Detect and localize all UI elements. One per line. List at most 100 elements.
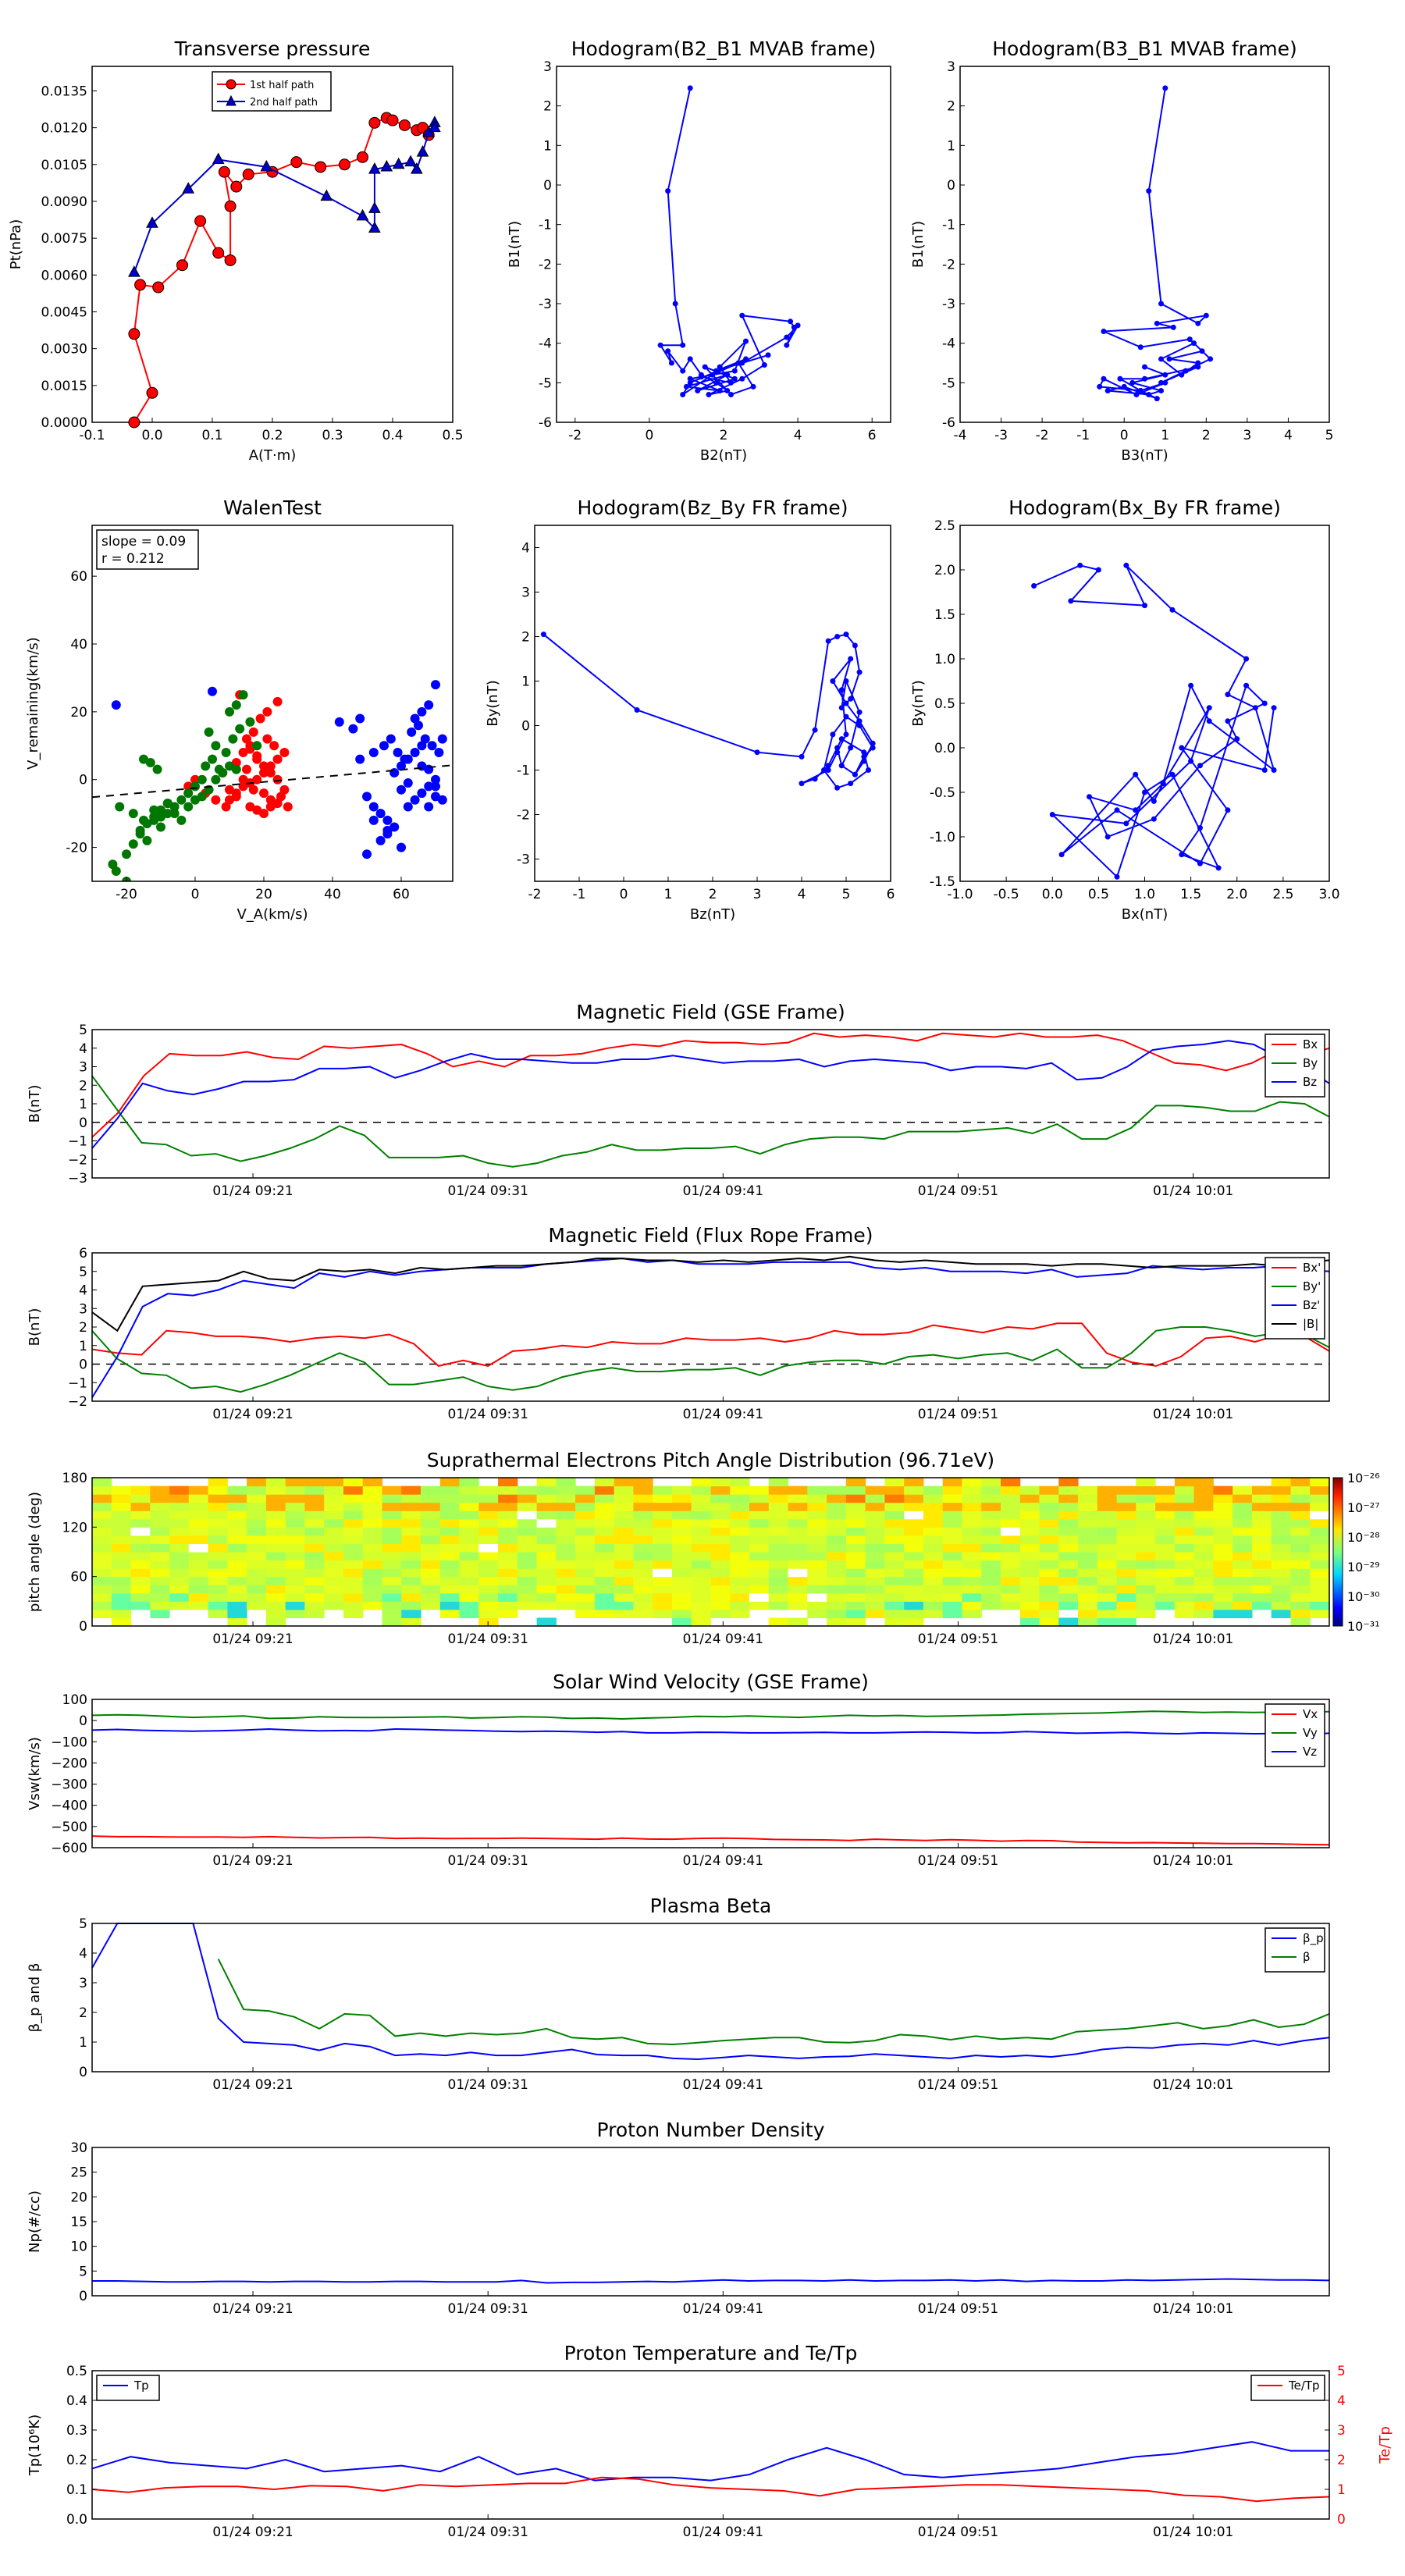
heatmap-cell [1174,1510,1195,1520]
heatmap-cell [845,1552,866,1561]
heatmap-cell [169,1485,190,1495]
heatmap-cell [439,1502,461,1511]
heatmap-cell [478,1617,499,1627]
data-point [687,379,693,386]
data-point [424,802,434,812]
heatmap-cell [884,1502,905,1511]
data-point [368,747,379,757]
heatmap-cell [768,1601,789,1610]
data-point [848,656,854,662]
heatmap-cell [130,1560,151,1569]
heatmap-cell [1039,1535,1059,1544]
heatmap-cell [1155,1576,1176,1585]
y-tick-label: −600 [51,1841,87,1856]
heatmap-cell [904,1609,924,1618]
x-tick-label: 5 [1325,428,1334,443]
data-point [197,774,207,785]
data-point [1183,368,1189,374]
heatmap-cell [401,1510,422,1520]
heatmap-cell [730,1601,750,1610]
data-point [870,740,876,746]
plot-frame [91,1029,1330,1179]
data-point [1129,379,1136,386]
heatmap-cell [421,1485,441,1495]
heatmap-cell [188,1560,209,1569]
heatmap-cell [807,1510,827,1520]
heatmap-cell [285,1494,305,1503]
heatmap-cell [1271,1560,1291,1569]
heatmap-cell [285,1527,305,1536]
data-point [1158,379,1165,386]
data-point [231,764,241,774]
heatmap-cell [865,1510,885,1520]
heatmap-cell [265,1518,286,1528]
x-tick-label: 0.5 [1088,887,1109,902]
data-point [248,785,258,795]
heatmap-cell [111,1601,132,1610]
heatmap-cell [1251,1510,1272,1520]
heatmap-cell [517,1585,538,1594]
heatmap-cell [691,1552,711,1561]
x-tick-label: -1 [573,887,586,902]
heatmap-cell [923,1510,944,1520]
heatmap-cell [614,1576,634,1585]
heatmap-cell [672,1527,692,1536]
chart-hodogram-b2-b1: Hodogram(B2_B1 MVAB frame)-2 0 2 4 6-6-5-4-3… [507,37,891,464]
heatmap-cell [285,1510,305,1520]
data-point [754,749,760,756]
heatmap-cell [1174,1485,1195,1495]
time-tick-label: 01/24 10:01 [1153,1631,1233,1647]
heatmap-cell [536,1502,557,1511]
heatmap-cell [575,1585,596,1594]
y-tick-label: 0 [79,1115,87,1131]
heatmap-cell [749,1518,770,1528]
heatmap-cell [981,1543,1001,1553]
data-point [1225,692,1231,698]
heatmap-cell [962,1576,982,1585]
heatmap-cell [439,1510,461,1520]
data-point [368,116,381,129]
heatmap-cell [1058,1585,1079,1594]
heatmap-cell [653,1609,673,1618]
time-tick-label: 01/24 09:21 [212,2301,293,2317]
heatmap-cell [1116,1527,1136,1536]
y-tick-label: 0 [521,719,530,735]
heatmap-cell [1310,1494,1330,1503]
data-point [315,161,327,173]
heatmap-cell [1078,1510,1098,1520]
heatmap-cell [923,1592,944,1602]
heatmap-cell [324,1485,344,1495]
data-point [283,802,293,812]
data-point [1169,771,1176,777]
heatmap-cell [1058,1518,1079,1528]
heatmap-cell [1136,1552,1156,1561]
heatmap-cell [208,1552,228,1561]
data-point [382,815,393,825]
heatmap-cell [304,1609,325,1618]
data-point [1160,781,1166,787]
data-point [695,387,701,393]
series-line-By' [91,1326,1330,1393]
data-point [122,849,131,859]
data-point [417,741,427,751]
heatmap-cell [1174,1560,1195,1569]
heatmap-cell [923,1485,944,1495]
heatmap-cell [111,1518,132,1528]
heatmap-cell [1193,1535,1214,1544]
heatmap-cell [459,1592,479,1602]
heatmap-cell [942,1478,962,1487]
heatmap-cell [150,1601,170,1610]
heatmap-cell [1251,1560,1272,1569]
heatmap-cell [1097,1527,1118,1536]
heatmap-cell [730,1568,750,1578]
heatmap-cell [730,1592,750,1602]
data-point [1197,825,1203,831]
heatmap-cell [208,1518,228,1528]
heatmap-cell [556,1568,576,1578]
heatmap-cell [150,1585,170,1594]
plot-frame [91,1699,1330,1848]
data-point [272,696,283,706]
data-point [1154,396,1160,402]
y-tick-label: 1 [543,138,552,154]
heatmap-cell [1251,1568,1272,1578]
